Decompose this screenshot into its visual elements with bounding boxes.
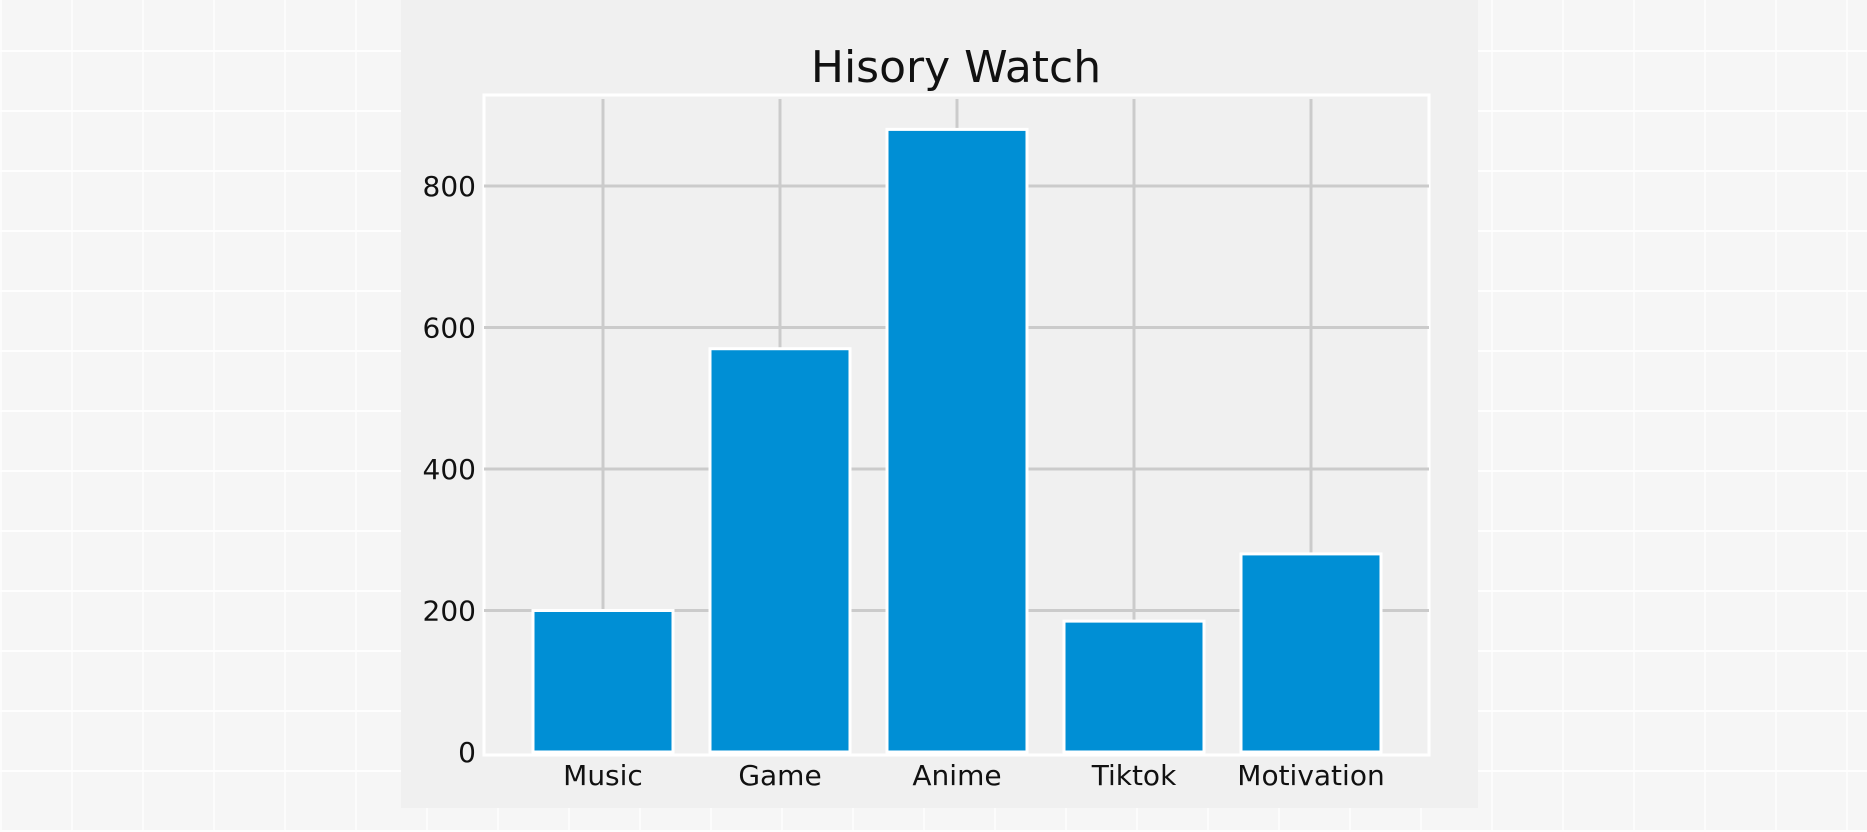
bar-motivation: [1239, 552, 1383, 754]
x-tick-label: Anime: [912, 759, 1001, 792]
x-tick-label: Game: [738, 759, 821, 792]
bar-game: [708, 347, 852, 754]
bar-music: [531, 609, 675, 754]
x-tick-label: Motivation: [1237, 759, 1384, 792]
y-tick-label: 200: [423, 595, 476, 628]
y-tick-labels: 0 200 400 600 800: [423, 170, 476, 769]
bar-tiktok: [1062, 619, 1206, 754]
y-tick-label: 800: [423, 170, 476, 203]
bar-anime: [885, 127, 1029, 754]
x-tick-label: Music: [563, 759, 643, 792]
x-tick-label: Tiktok: [1091, 759, 1177, 792]
chart-figure: 0 200 400 600 800 Music Game Anime Tiktok Motiva…: [401, 0, 1478, 808]
chart-title: Hisory Watch: [811, 42, 1101, 93]
y-tick-label: 600: [423, 312, 476, 345]
bars: [531, 127, 1383, 754]
x-tick-labels: Music Game Anime Tiktok Motivation: [563, 759, 1385, 792]
y-tick-label: 400: [423, 453, 476, 486]
y-tick-label: 0: [458, 736, 476, 769]
bar-chart: 0 200 400 600 800 Music Game Anime Tiktok Motiva…: [423, 42, 1431, 792]
